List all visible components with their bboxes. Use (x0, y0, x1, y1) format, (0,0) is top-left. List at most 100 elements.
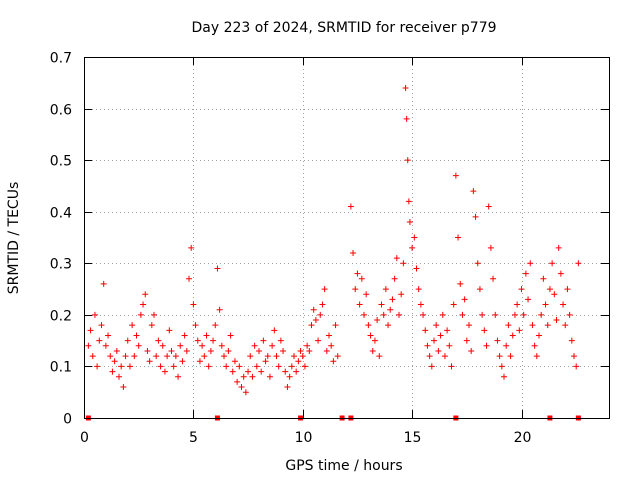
data-point (280, 347, 287, 354)
data-point (210, 337, 217, 344)
data-point (306, 347, 313, 354)
plot-frame (84, 57, 610, 419)
data-point (153, 353, 160, 360)
data-point (444, 327, 451, 334)
data-point (190, 301, 197, 308)
data-point (229, 368, 236, 375)
x-tick-label: 0 (80, 430, 89, 446)
data-point (542, 301, 549, 308)
data-point (374, 317, 381, 324)
data-point (487, 244, 494, 251)
data-point (479, 311, 486, 318)
y-tick-label: 0 (63, 412, 72, 428)
data-point (312, 317, 319, 324)
data-point (273, 353, 280, 360)
x-tick-label: 5 (189, 430, 198, 446)
data-point (194, 337, 201, 344)
data-point (186, 275, 192, 282)
data-point (168, 347, 175, 354)
data-point (380, 311, 387, 318)
data-point (175, 373, 182, 380)
data-point (573, 363, 580, 370)
data-point (120, 384, 127, 391)
y-tick-label: 0.4 (50, 206, 72, 222)
data-point (304, 342, 311, 349)
data-point (518, 286, 525, 293)
data-point (146, 358, 153, 365)
y-tick-label: 0.6 (50, 103, 72, 119)
data-point (135, 342, 142, 349)
data-point (529, 322, 536, 329)
data-point (354, 270, 361, 277)
data-point (361, 311, 367, 318)
data-point (514, 301, 521, 308)
data-point (269, 342, 276, 349)
data-point (511, 311, 518, 318)
y-tick-label: 0.1 (50, 360, 72, 376)
data-point (122, 353, 129, 360)
data-point (424, 342, 431, 349)
data-point (468, 347, 475, 354)
data-point (356, 301, 363, 308)
data-point (509, 332, 516, 339)
data-point (205, 363, 212, 370)
data-point (166, 327, 173, 334)
data-point (221, 353, 227, 360)
data-point (437, 332, 444, 339)
data-point (131, 353, 138, 360)
data-point (301, 363, 308, 370)
data-point (459, 311, 466, 318)
data-point (284, 384, 291, 391)
data-point (264, 353, 271, 360)
data-point (196, 358, 203, 365)
data-point (256, 347, 262, 354)
data-point (299, 353, 306, 360)
data-point (151, 311, 157, 318)
data-point (409, 244, 416, 251)
data-point (124, 337, 131, 344)
data-point (236, 363, 243, 370)
data-point (385, 322, 392, 329)
data-point (431, 337, 437, 344)
data-point (536, 332, 542, 339)
data-point (455, 234, 462, 241)
data-point (321, 286, 328, 293)
data-point (389, 296, 396, 303)
data-point (472, 213, 479, 220)
data-point (398, 291, 405, 298)
data-point (426, 353, 433, 360)
data-point (571, 353, 577, 360)
data-point (308, 322, 315, 329)
data-point (516, 327, 523, 334)
data-point (111, 358, 118, 365)
y-tick-label: 0.2 (50, 309, 72, 325)
data-point (531, 342, 538, 349)
data-point (266, 373, 273, 380)
data-point (328, 342, 335, 349)
data-point (463, 337, 470, 344)
data-point (404, 157, 411, 164)
data-point (363, 291, 370, 298)
data-point (142, 291, 149, 298)
data-point (441, 353, 448, 360)
data-point (251, 342, 258, 349)
data-point (214, 265, 221, 272)
data-point (170, 363, 177, 370)
data-point (227, 332, 234, 339)
data-point (137, 311, 144, 318)
data-point (527, 260, 534, 267)
data-point (87, 327, 94, 334)
data-point (161, 368, 168, 375)
data-point (498, 363, 505, 370)
data-point (334, 353, 341, 360)
data-point (406, 219, 413, 226)
data-point (503, 342, 510, 349)
data-point (422, 327, 429, 334)
y-tick-label: 0.5 (50, 154, 72, 170)
data-point (566, 311, 573, 318)
data-point (148, 322, 155, 329)
data-point (557, 270, 564, 277)
data-point (446, 342, 453, 349)
data-point (234, 378, 241, 385)
tick-labels: 0 0.1 0.2 0.3 0.4 0.5 0.6 0.7 0 5 10 15 20 (50, 51, 532, 447)
